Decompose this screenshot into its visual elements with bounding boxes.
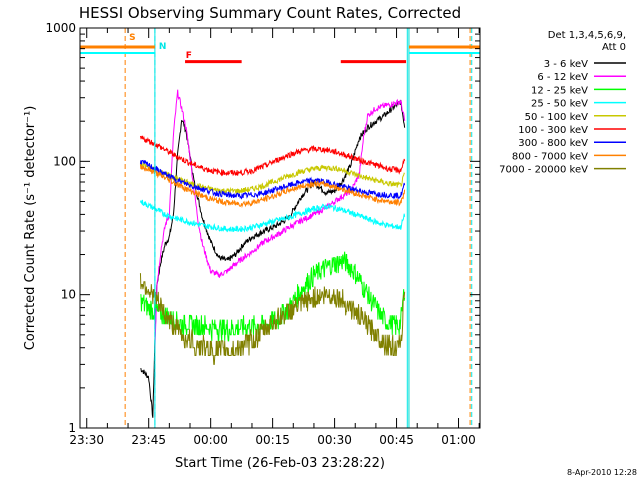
legend-label-1: 3 - 6 keV: [544, 59, 588, 70]
y-tick-label: 1000: [45, 21, 76, 35]
x-tick-label: 00:45: [379, 433, 414, 447]
legend-label-7: 300 - 800 keV: [518, 138, 588, 149]
chart-title: HESSI Observing Summary Count Rates, Cor…: [79, 4, 461, 22]
series-line-8: [139, 164, 406, 209]
legend-label-2: 6 - 12 keV: [537, 72, 588, 83]
x-tick-label: 00:15: [255, 433, 290, 447]
y-tick-label: 100: [53, 154, 76, 168]
x-tick-label: 00:00: [193, 433, 228, 447]
y-axis-label: Corrected Count Rate (s⁻¹ detector⁻¹): [23, 106, 38, 351]
series-layer: [139, 89, 406, 418]
footer-date: 8-Apr-2010 12:28: [567, 468, 637, 477]
flag-label-f: F: [186, 51, 192, 61]
plot-frame-layer: [79, 27, 481, 429]
legend-header-detectors: Det 1,3,4,5,6,9,: [548, 30, 626, 41]
series-line-7: [139, 159, 406, 201]
legend-label-5: 50 - 100 keV: [525, 112, 589, 123]
series-line-5: [139, 162, 405, 196]
x-tick-label: 00:30: [317, 433, 352, 447]
legend-header-attenuator: Att 0: [602, 42, 626, 53]
series-line-2: [154, 89, 406, 350]
y-tick-label: 1: [68, 421, 76, 435]
series-line-6: [139, 135, 406, 177]
tick-layer: 1 10 100 1000 23:30 23:45 00:00 00:15 00:30 00:45…: [45, 21, 480, 447]
x-tick-label: 01:00: [441, 433, 476, 447]
legend-label-3: 12 - 25 keV: [531, 85, 588, 96]
series-line-4: [139, 199, 406, 233]
series-line-9: [139, 273, 406, 365]
series-line-3: [140, 251, 406, 342]
series-line-1: [140, 99, 406, 418]
legend-label-4: 25 - 50 keV: [531, 99, 588, 110]
flag-label-s: S: [129, 33, 135, 43]
legend: Det 1,3,4,5,6,9,Att 0 3 - 6 keV 6 - 12 keV…: [499, 30, 626, 176]
plot-frame: [79, 27, 481, 429]
x-axis-label: Start Time (26-Feb-03 23:28:22): [175, 456, 385, 471]
x-tick-label: 23:45: [131, 433, 166, 447]
legend-label-8: 800 - 7000 keV: [512, 151, 588, 162]
y-tick-label: 10: [61, 288, 76, 302]
overlay-layer: S N F: [80, 28, 480, 428]
legend-label-9: 7000 - 20000 keV: [499, 165, 588, 176]
legend-label-6: 100 - 300 keV: [518, 125, 588, 136]
flag-label-n: N: [159, 42, 167, 52]
x-tick-label: 23:30: [69, 433, 104, 447]
